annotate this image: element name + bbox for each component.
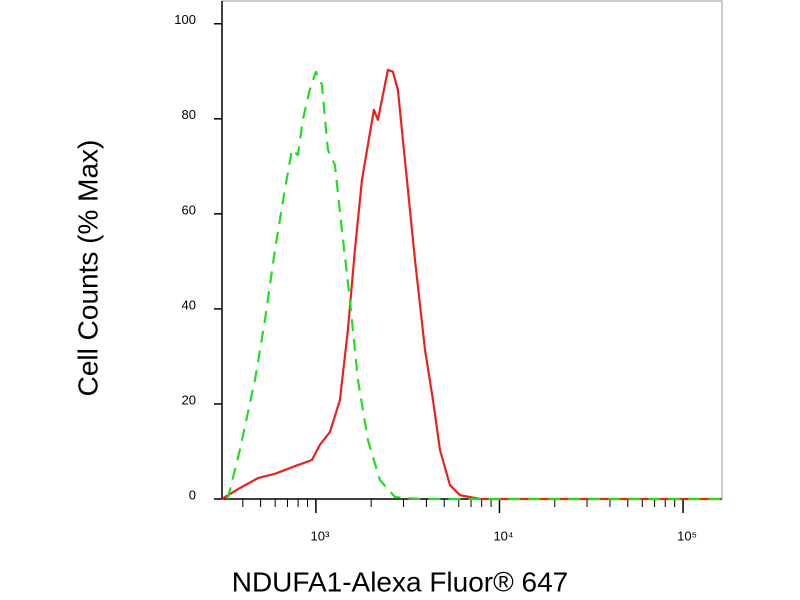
plot-frame [221, 0, 723, 500]
series-line [221, 68, 722, 501]
y-tick-label: 100 [174, 12, 196, 27]
x-tick-label: 10⁵ [677, 528, 697, 543]
y-tick-label: 40 [182, 297, 196, 312]
y-tick-label: 60 [182, 202, 196, 217]
x-tick-label: 10³ [310, 528, 329, 543]
x-tick-label: 10⁴ [493, 528, 513, 543]
y-tick-label: 20 [182, 392, 196, 407]
x-axis-title: NDUFA1-Alexa Fluor® 647 [232, 566, 569, 597]
y-axis-title: Cell Counts (% Max) [72, 140, 103, 397]
y-tick-label: 0 [189, 487, 196, 502]
y-tick-label: 80 [182, 107, 196, 122]
series-line [226, 70, 722, 501]
